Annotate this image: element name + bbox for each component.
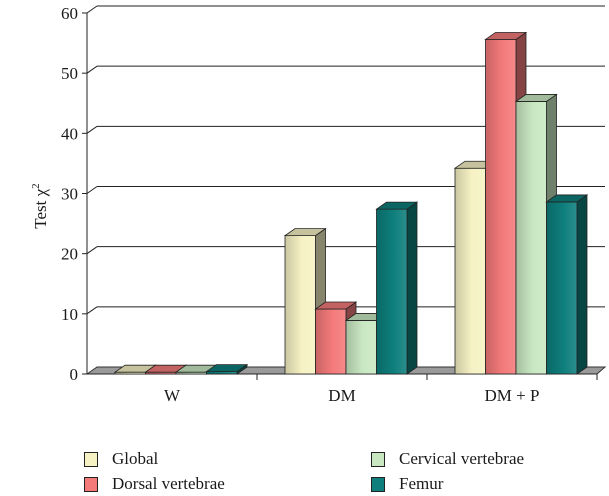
y-tick-label: 10 — [61, 305, 78, 324]
legend-label-cervical: Cervical vertebrae — [399, 449, 525, 468]
y-tick-label: 30 — [61, 185, 78, 204]
legend-swatch-femur — [371, 476, 385, 492]
bar-top — [545, 194, 589, 203]
bar-front — [284, 235, 316, 375]
x-tick-label: DM — [328, 386, 355, 405]
legend-swatch-global — [84, 451, 98, 467]
y-tick-label: 20 — [61, 245, 78, 264]
legend-label-femur: Femur — [399, 474, 444, 493]
bar — [375, 201, 419, 375]
y-tick-label: 0 — [70, 365, 79, 384]
legend-swatch-cervical — [371, 451, 385, 467]
bar-front — [376, 208, 408, 375]
x-tick-label: DM + P — [485, 386, 540, 405]
x-tick-label: W — [164, 386, 181, 405]
bar-top — [375, 201, 419, 210]
gridline-depth — [86, 186, 98, 194]
bar-top — [314, 301, 358, 310]
bar-side — [406, 201, 418, 375]
gridline-depth — [86, 5, 98, 14]
bar-front — [515, 101, 547, 375]
bar-top — [205, 364, 249, 372]
bar-front — [454, 167, 486, 375]
legend-label-global: Global — [112, 449, 159, 468]
bar-front — [315, 308, 347, 375]
gridline-depth — [86, 306, 98, 315]
bar-front — [485, 39, 517, 375]
gridline-depth — [86, 125, 98, 134]
bars-layer — [113, 31, 589, 375]
y-tick-label: 60 — [61, 4, 78, 23]
bar — [545, 194, 589, 375]
bar — [283, 227, 327, 375]
legend: Global Dorsal vertebrae Cervical vertebr… — [84, 448, 584, 494]
legend-label-dorsal: Dorsal vertebrae — [112, 474, 225, 493]
gridline-depth — [86, 65, 98, 74]
legend-item-cervical: Cervical vertebrae — [371, 448, 524, 470]
legend-item-dorsal: Dorsal vertebrae — [84, 473, 225, 495]
bar-top — [283, 228, 327, 237]
bar — [205, 363, 249, 375]
legend-item-global: Global — [84, 448, 158, 470]
bar-front — [546, 201, 578, 375]
legend-item-femur: Femur — [371, 473, 443, 495]
bar-side — [576, 194, 588, 375]
bar-front — [345, 320, 377, 375]
y-axis-label: Test χ2 — [30, 183, 50, 228]
y-tick-label: 40 — [61, 124, 78, 143]
bar-top — [484, 32, 528, 40]
bar-top — [514, 94, 558, 102]
legend-swatch-dorsal — [84, 476, 98, 492]
gridline-depth — [86, 246, 98, 255]
y-tick-label: 50 — [61, 64, 78, 83]
